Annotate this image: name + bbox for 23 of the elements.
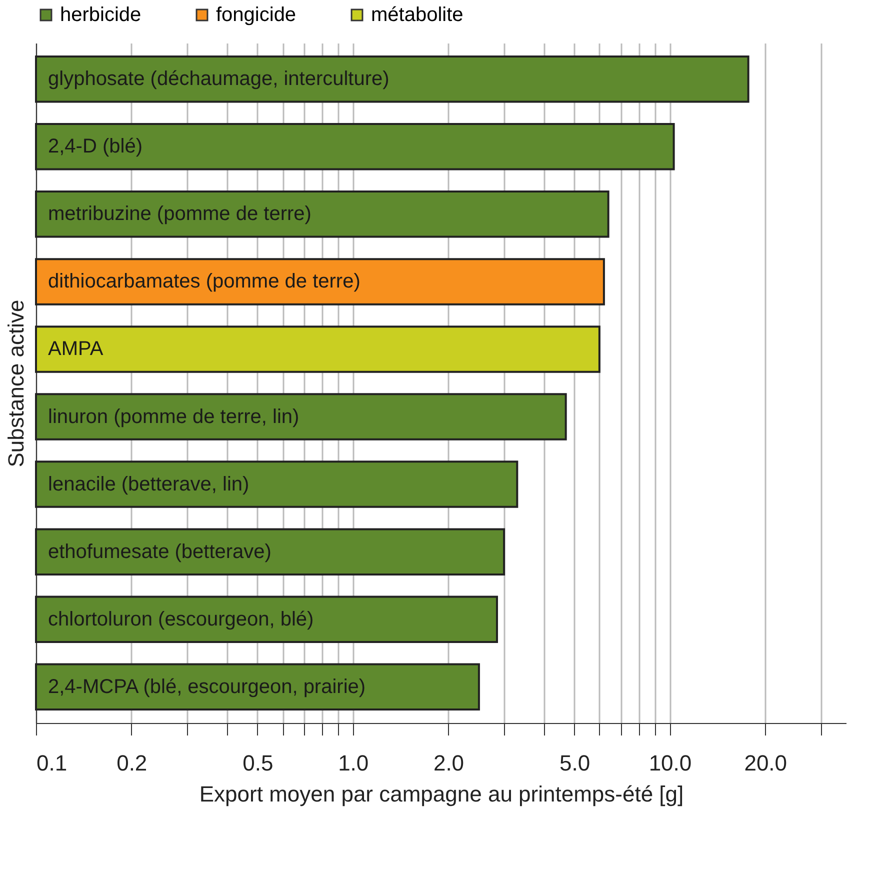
x-tick-label: 10.0 xyxy=(648,750,692,776)
y-tick-label: 2,4-MCPA (blé, escourgeon, prairie) xyxy=(48,676,366,698)
y-tick-label: AMPA xyxy=(48,338,104,360)
legend-label: métabolite xyxy=(371,4,464,26)
y-tick-label: chlortoluron (escourgeon, blé) xyxy=(48,608,314,630)
y-axis-title: Substance active xyxy=(4,300,28,468)
x-tick-label: 5.0 xyxy=(560,750,590,776)
x-tick-label: 1.0 xyxy=(338,750,369,776)
x-tick-label: 0.1 xyxy=(36,750,68,776)
legend-label: fongicide xyxy=(216,4,296,26)
x-tick-label: 2.0 xyxy=(433,750,464,776)
y-tick-label: dithiocarbamates (pomme de terre) xyxy=(48,270,360,293)
y-tick-label: lenacile (betterave, lin) xyxy=(48,473,250,496)
y-tick-label: linuron (pomme de terre, lin) xyxy=(48,406,300,428)
y-tick-label: ethofumesate (betterave) xyxy=(48,540,272,563)
x-tick-label: 20.0 xyxy=(744,750,788,776)
x-tick-label: 0.5 xyxy=(242,750,274,776)
y-tick-label: metribuzine (pomme de terre) xyxy=(48,203,312,226)
y-tick-label: 2,4-D (blé) xyxy=(48,136,142,158)
x-tick-label: 0.2 xyxy=(116,750,148,776)
y-tick-label: glyphosate (déchaumage, interculture) xyxy=(48,68,390,90)
legend-label: herbicide xyxy=(60,4,142,26)
x-axis-title: Export moyen par campagne au printemps-été [g] xyxy=(199,782,684,806)
